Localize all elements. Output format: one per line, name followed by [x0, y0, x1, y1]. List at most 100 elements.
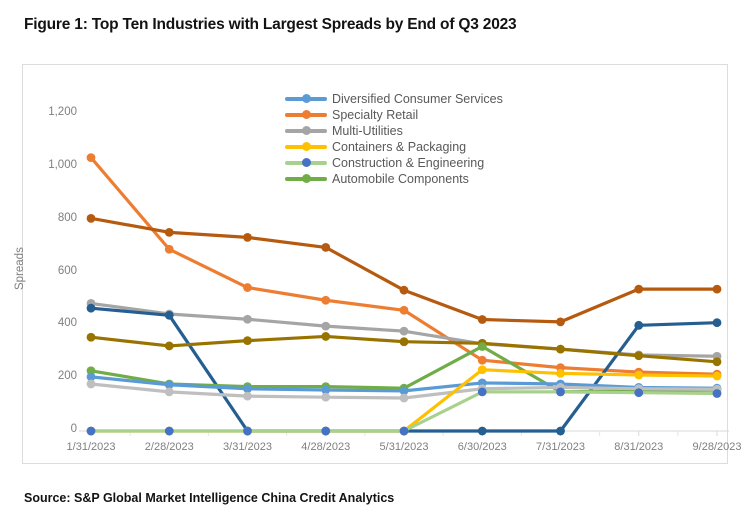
data-point-marker — [86, 366, 96, 376]
x-axis-tick-label: 2/28/2023 — [144, 441, 194, 453]
x-axis-tick-label: 7/31/2023 — [536, 441, 585, 453]
data-point-marker — [556, 317, 565, 327]
data-point-marker — [399, 305, 409, 315]
legend-swatch-icon — [285, 155, 327, 171]
data-point-marker — [321, 243, 331, 252]
y-axis-tick-label: 1,000 — [48, 158, 77, 171]
legend-marker-icon — [302, 110, 311, 119]
data-point-marker — [243, 426, 252, 436]
data-point-marker — [712, 371, 722, 381]
legend-swatch-icon — [285, 171, 327, 187]
series-line — [89, 306, 719, 433]
data-point-marker — [86, 332, 96, 342]
data-point-marker — [321, 392, 331, 402]
data-point-marker — [243, 336, 252, 346]
legend-item-label: Multi-Utilities — [332, 124, 403, 138]
y-axis-tick-label: 800 — [57, 211, 77, 224]
y-axis-tick-label: 400 — [57, 317, 77, 330]
x-axis-tick-label: 6/30/2023 — [457, 441, 507, 453]
data-point-marker — [86, 153, 96, 162]
page-title: Figure 1: Top Ten Industries with Larges… — [24, 16, 517, 33]
data-point-marker — [243, 391, 252, 401]
legend-item-label: Specialty Retail — [332, 108, 419, 122]
legend-item-label: Construction & Engineering — [332, 156, 485, 170]
data-point-marker — [321, 321, 331, 331]
legend-swatch-icon — [285, 91, 327, 107]
data-point-marker — [634, 320, 644, 330]
legend-marker-icon — [302, 94, 311, 103]
data-point-marker — [399, 337, 409, 347]
data-point-marker — [321, 426, 331, 436]
data-point-marker — [477, 387, 487, 397]
y-axis-tick-label: 0 — [70, 423, 77, 435]
data-point-marker — [321, 385, 331, 395]
data-point-marker — [321, 332, 331, 341]
legend-item[interactable]: Multi-Utilities — [285, 123, 503, 139]
data-point-marker — [243, 314, 252, 324]
legend-swatch-icon — [285, 123, 327, 139]
legend-item-label: Containers & Packaging — [332, 140, 467, 154]
data-point-marker — [399, 426, 409, 436]
data-point-marker — [634, 370, 644, 380]
y-axis-tick-label: 600 — [57, 264, 77, 277]
legend-item[interactable]: Construction & Engineering — [285, 155, 503, 171]
x-axis-tick-label: 4/28/2023 — [301, 441, 351, 453]
x-axis-tick-label: 9/28/2023 — [692, 441, 742, 453]
legend-item-label: Automobile Components — [332, 172, 469, 186]
chart-container: Spreads 0 200 400 600 800 1,000 1,200 1/31/202… — [14, 64, 741, 465]
data-point-marker — [86, 379, 96, 389]
x-axis-tick-label: 5/31/2023 — [379, 441, 429, 453]
data-point-marker — [556, 344, 565, 354]
legend-swatch-icon — [285, 139, 327, 155]
data-point-marker — [164, 341, 174, 351]
data-point-marker — [477, 365, 487, 375]
y-axis-tick-label: 1,200 — [48, 106, 77, 118]
chart-legend: Diversified Consumer Services Specialty R… — [285, 91, 503, 187]
data-point-marker — [399, 285, 409, 295]
source-note: Source: S&P Global Market Intelligence C… — [24, 491, 395, 505]
data-point-marker — [86, 213, 96, 223]
legend-item[interactable]: Automobile Components — [285, 171, 503, 187]
data-point-marker — [477, 426, 487, 436]
legend-marker-icon — [302, 126, 311, 135]
legend-marker-icon — [302, 142, 311, 151]
data-point-marker — [477, 315, 487, 324]
series-5 — [86, 332, 722, 367]
data-point-marker — [399, 386, 409, 396]
legend-item[interactable]: Diversified Consumer Services — [285, 91, 503, 107]
data-point-marker — [634, 388, 644, 398]
data-point-marker — [634, 351, 644, 361]
data-point-marker — [634, 284, 644, 294]
data-point-marker — [164, 310, 174, 320]
data-point-marker — [712, 389, 722, 398]
series-10 — [86, 387, 722, 436]
y-axis-tick-label: 200 — [57, 370, 77, 383]
legend-item[interactable]: Specialty Retail — [285, 107, 503, 123]
data-point-marker — [243, 283, 252, 292]
data-point-marker — [243, 232, 252, 242]
data-point-marker — [556, 369, 565, 378]
data-point-marker — [712, 284, 722, 294]
data-point-marker — [86, 372, 96, 382]
data-point-marker — [164, 387, 174, 397]
plot-area: Spreads 0 200 400 600 800 1,000 1,200 1/31/202… — [14, 65, 741, 465]
legend-item[interactable]: Containers & Packaging — [285, 139, 503, 155]
data-point-marker — [712, 318, 722, 328]
data-point-marker — [556, 387, 565, 397]
data-point-marker — [399, 326, 409, 336]
legend-marker-icon — [302, 158, 311, 167]
data-point-marker — [321, 295, 331, 305]
data-point-marker — [477, 355, 487, 365]
series-7 — [86, 372, 722, 396]
legend-marker-icon — [302, 174, 311, 183]
series-4 — [86, 303, 722, 436]
data-point-marker — [164, 244, 174, 254]
x-axis-tick-label: 8/31/2023 — [614, 441, 664, 453]
data-point-marker — [164, 380, 174, 390]
legend-item-label: Diversified Consumer Services — [332, 92, 503, 106]
data-point-marker — [477, 342, 487, 351]
data-point-marker — [399, 393, 409, 403]
line-chart-svg — [79, 153, 729, 436]
data-point-marker — [164, 426, 174, 436]
data-point-marker — [86, 303, 96, 313]
